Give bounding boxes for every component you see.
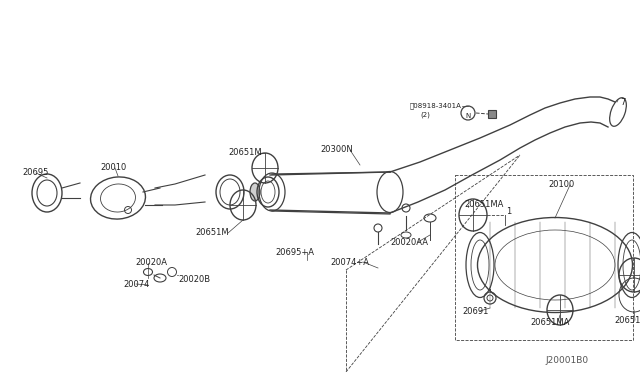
Text: 20074: 20074 xyxy=(123,280,149,289)
Text: 7: 7 xyxy=(620,98,625,107)
Text: 20020A: 20020A xyxy=(135,258,167,267)
Text: 20695: 20695 xyxy=(22,168,49,177)
Text: 20020B: 20020B xyxy=(178,275,210,284)
Text: 20651M: 20651M xyxy=(195,228,228,237)
Text: 1: 1 xyxy=(506,207,511,216)
Text: 20300N: 20300N xyxy=(320,145,353,154)
Bar xyxy=(455,175,633,340)
Text: 20010: 20010 xyxy=(100,163,126,172)
Text: 20691: 20691 xyxy=(462,307,488,316)
Text: N: N xyxy=(465,113,470,119)
Text: (2): (2) xyxy=(420,111,430,118)
Text: 20651MA: 20651MA xyxy=(464,200,504,209)
Text: 20695+A: 20695+A xyxy=(275,248,314,257)
Bar xyxy=(488,110,496,118)
Text: 20651MA: 20651MA xyxy=(614,316,640,325)
Text: 20074+A: 20074+A xyxy=(330,258,369,267)
Text: 20100: 20100 xyxy=(548,180,574,189)
Text: ⓝ08918-3401A: ⓝ08918-3401A xyxy=(410,102,462,109)
Ellipse shape xyxy=(250,183,260,201)
Text: 20651M: 20651M xyxy=(228,148,262,157)
Text: J20001B0: J20001B0 xyxy=(545,356,588,365)
Text: 20651MA: 20651MA xyxy=(530,318,570,327)
Text: 20020AA: 20020AA xyxy=(390,238,428,247)
